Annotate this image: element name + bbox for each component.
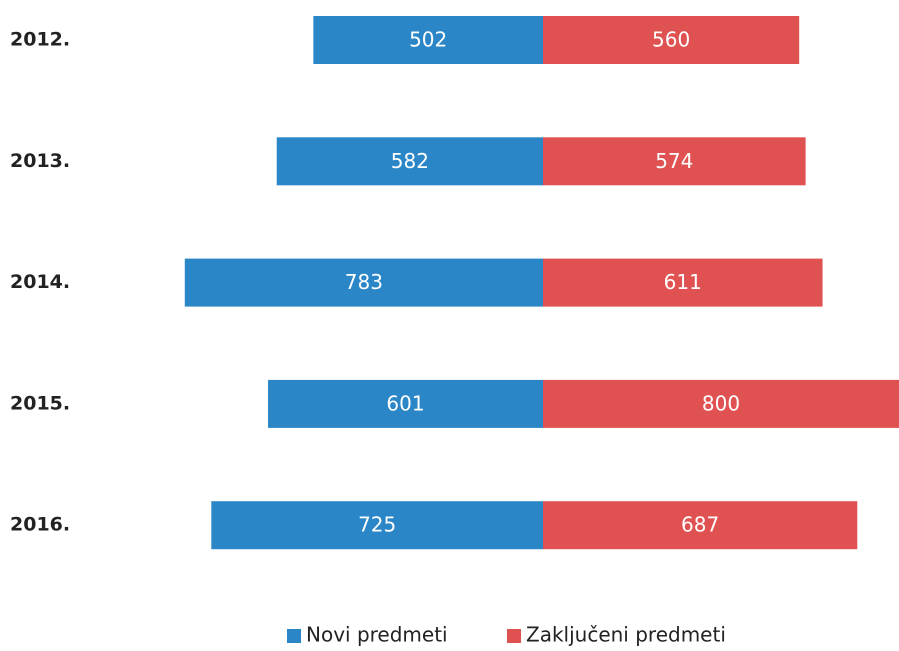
legend-swatch: [507, 629, 521, 643]
value-label: 687: [681, 513, 719, 537]
value-label: 502: [409, 28, 447, 52]
value-label: 582: [391, 149, 429, 173]
bar: [313, 16, 543, 64]
bar: [543, 379, 899, 428]
bar: [543, 501, 858, 550]
bar: [184, 258, 543, 307]
legend-label: Novi predmeti: [306, 623, 448, 647]
bar: [268, 379, 543, 428]
category-label: 2016.: [10, 514, 70, 536]
bar: [276, 137, 543, 186]
legend-label: Zaključeni predmeti: [526, 623, 726, 647]
value-label: 574: [655, 149, 693, 173]
value-label: 611: [664, 270, 702, 294]
category-label: 2015.: [10, 392, 70, 414]
value-label: 800: [702, 391, 740, 415]
value-label: 560: [652, 28, 690, 52]
value-label: 601: [386, 391, 424, 415]
category-label: 2013.: [10, 150, 70, 172]
bar: [543, 258, 823, 307]
bar: [211, 501, 543, 550]
value-label: 783: [345, 270, 383, 294]
bar: [543, 16, 800, 64]
category-label: 2012.: [10, 29, 70, 51]
category-label: 2014.: [10, 271, 70, 293]
legend-swatch: [287, 629, 301, 643]
value-label: 725: [358, 513, 396, 537]
bar: [543, 137, 806, 186]
